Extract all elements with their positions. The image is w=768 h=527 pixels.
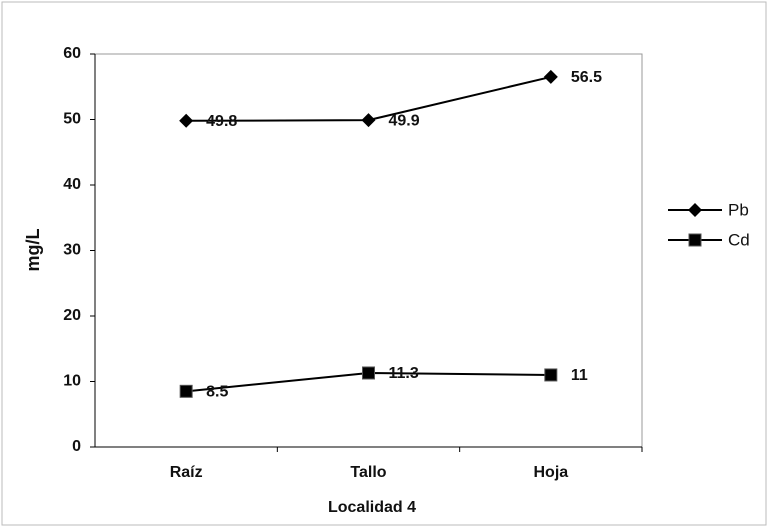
y-tick-label: 40: [63, 176, 81, 193]
point: [179, 113, 194, 128]
point: [179, 384, 193, 398]
legend-label: Pb: [728, 200, 749, 219]
y-tick-label: 10: [63, 373, 81, 390]
data-label: 49.9: [389, 112, 420, 129]
x-axis-title: Localidad 4: [328, 499, 416, 516]
y-tick-label: 30: [63, 242, 81, 259]
y-tick-label: 0: [72, 438, 81, 455]
point: [543, 69, 558, 84]
point: [544, 368, 558, 382]
legend-label: Cd: [728, 230, 750, 249]
data-label: 8.5: [206, 384, 228, 401]
legend-marker: [688, 233, 702, 247]
x-tick-label: Hoja: [533, 464, 568, 481]
data-label: 56.5: [571, 69, 602, 86]
y-axis-title: mg/L: [23, 228, 43, 271]
data-label: 49.8: [206, 113, 237, 130]
point: [362, 366, 375, 380]
data-label: 11.3: [389, 365, 419, 382]
x-tick-label: Tallo: [350, 464, 386, 481]
x-tick-label: Raíz: [170, 464, 203, 481]
y-tick-label: 50: [63, 111, 81, 128]
point: [361, 113, 376, 128]
legend-marker: [688, 203, 702, 217]
data-label: 11: [571, 367, 588, 384]
y-tick-label: 60: [63, 45, 81, 62]
y-tick-label: 20: [63, 307, 81, 324]
